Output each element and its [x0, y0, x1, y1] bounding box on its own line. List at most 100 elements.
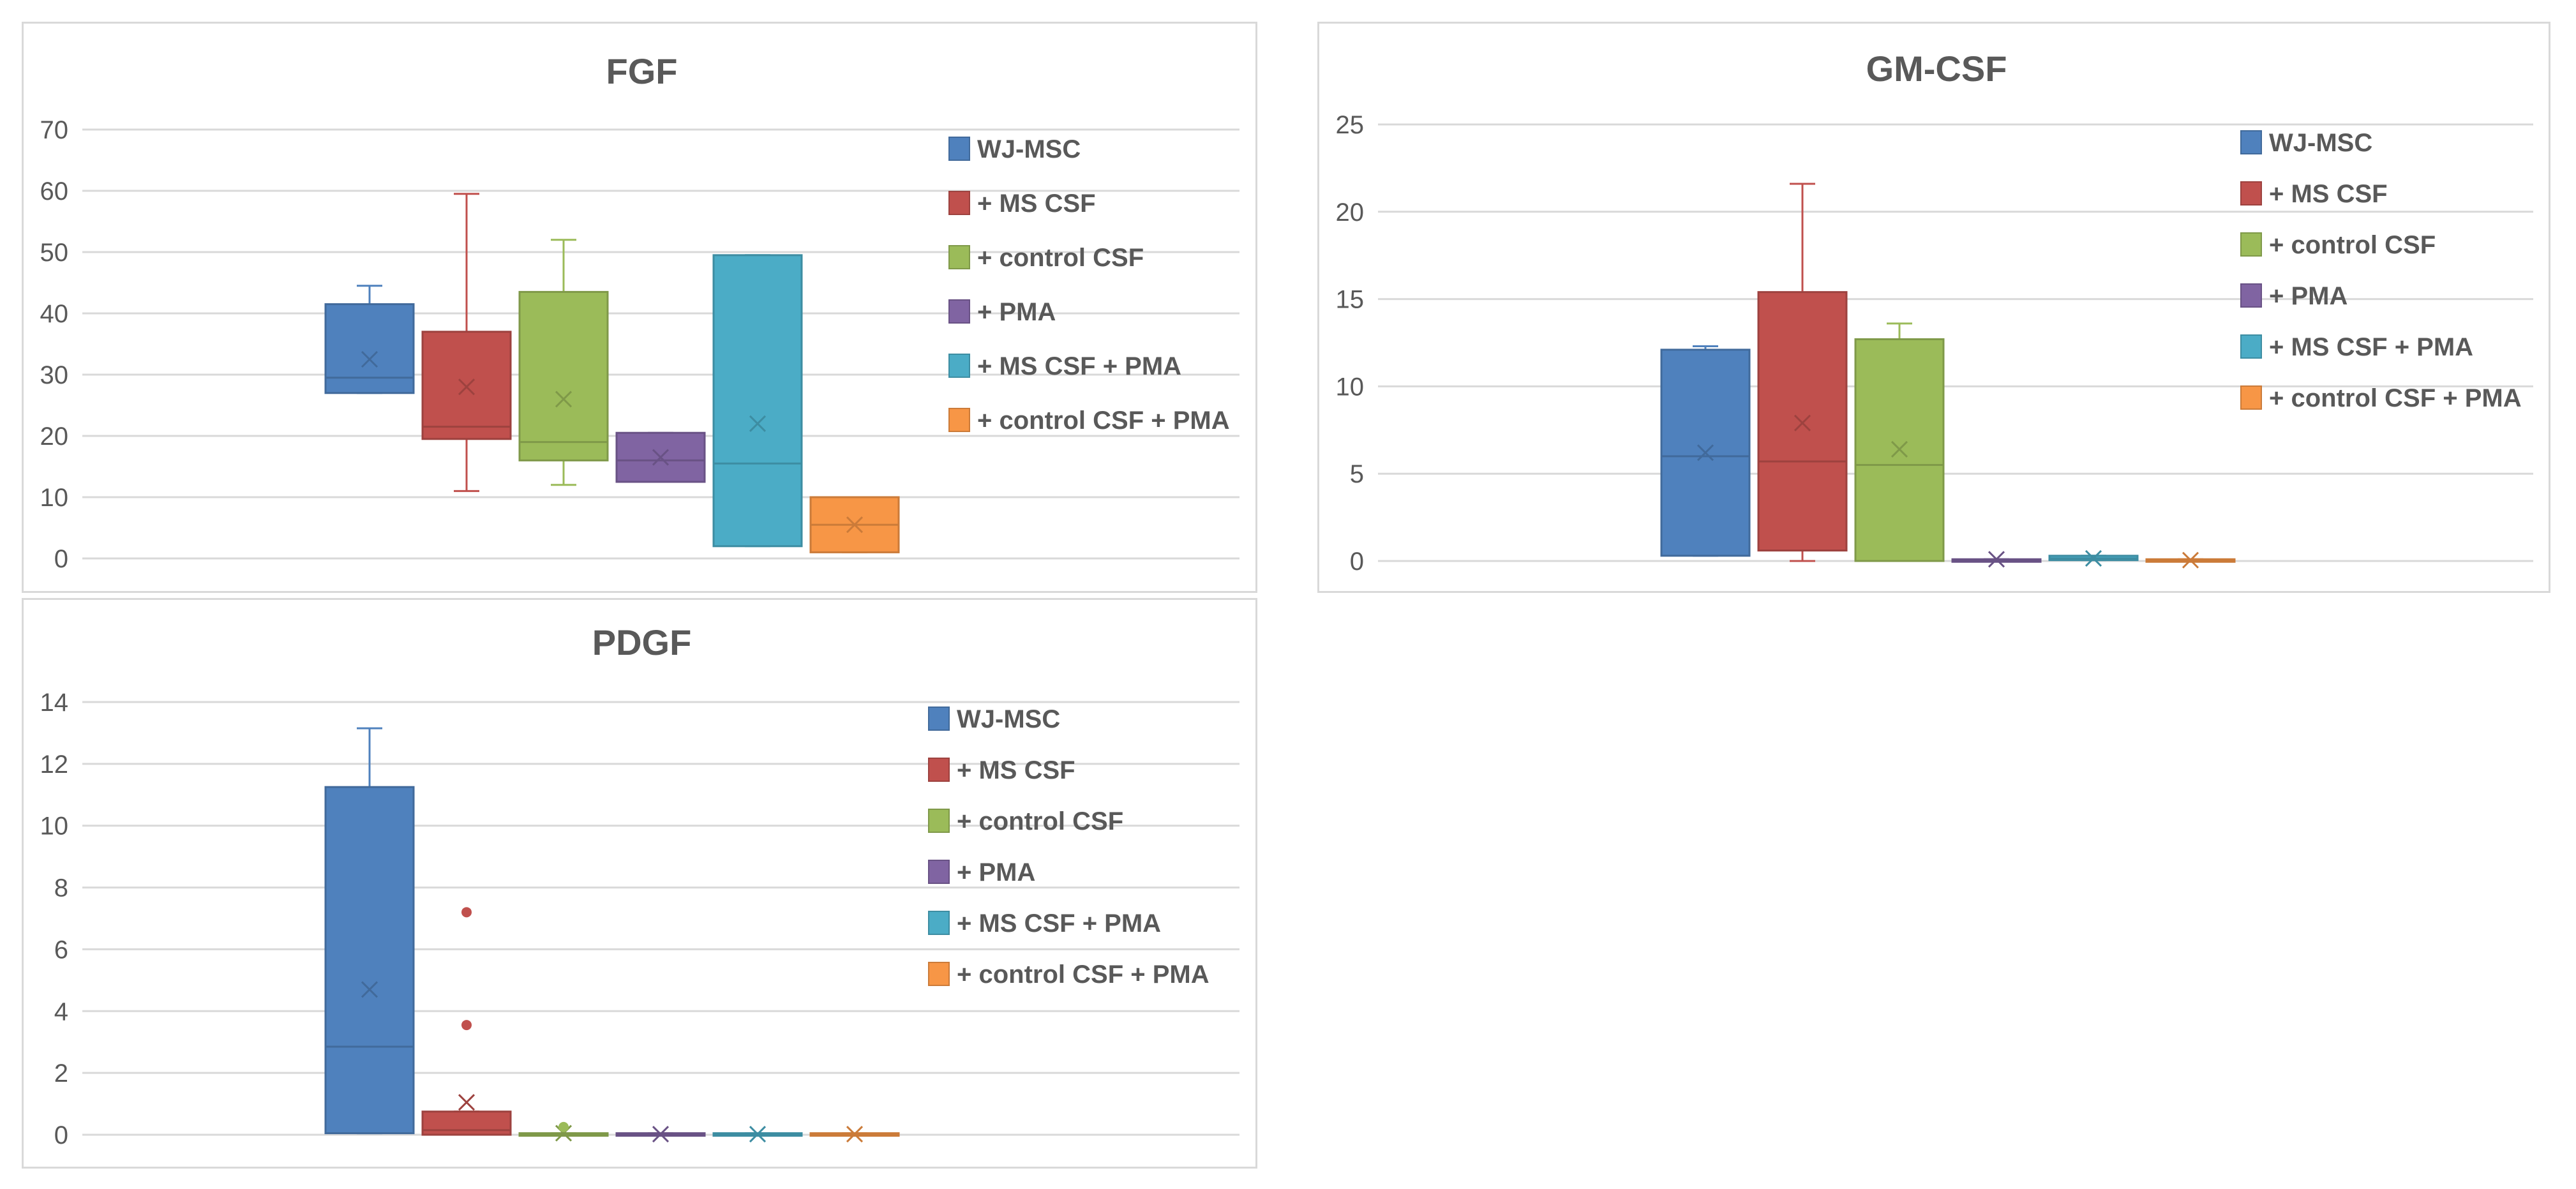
mean-marker: [749, 415, 767, 432]
y-tick-label: 10: [40, 484, 69, 512]
box-control-csf-pma: [809, 496, 900, 553]
legend-label: + PMA: [2269, 282, 2348, 310]
legend-label: + control CSF: [957, 807, 1123, 835]
legend-label: + control CSF + PMA: [2269, 384, 2522, 412]
mean-marker: [652, 449, 670, 466]
box-iqr: [518, 290, 609, 461]
box-wj-msc: [324, 727, 415, 1135]
box-iqr: [421, 331, 512, 440]
legend-swatch: [2240, 181, 2262, 206]
box-ms-csf-pma: [2048, 550, 2139, 567]
legend-swatch: [928, 962, 950, 986]
legend-swatch: [2240, 232, 2262, 257]
box-control-csf: [518, 1121, 609, 1142]
mean-marker: [458, 1094, 476, 1111]
chart-title: PDGF: [592, 622, 692, 662]
box-iqr: [712, 254, 803, 548]
outlier-point: [558, 1121, 569, 1132]
legend-swatch: [928, 860, 950, 884]
legend-swatch: [928, 758, 950, 782]
mean-marker: [749, 1125, 767, 1143]
fgf-chart-panel: FGF 0 10 20 30 40 50 60 70 WJ-MSC + MS CSF + contro…: [22, 22, 1257, 593]
legend-label: + PMA: [977, 298, 1056, 326]
legend-label: + MS CSF: [977, 190, 1096, 218]
mean-marker: [361, 981, 378, 998]
legend-label: WJ-MSC: [977, 135, 1081, 163]
y-tick-label: 15: [1336, 286, 1365, 314]
y-tick-label: 10: [1336, 373, 1365, 401]
y-tick-label: 10: [40, 812, 69, 841]
y-tick-label: 40: [40, 300, 69, 328]
legend-swatch: [2240, 130, 2262, 154]
box-wj-msc: [324, 285, 415, 394]
gm-csf-chart-panel: GM-CSF 0 5 10 15 20 25 WJ-MSC + MS CSF + control …: [1317, 22, 2550, 593]
legend-swatch: [948, 137, 970, 161]
y-tick-label: 60: [40, 177, 69, 206]
legend-label: + MS CSF + PMA: [957, 909, 1161, 938]
mean-marker: [1696, 444, 1714, 461]
box-ms-csf-pma: [712, 1125, 803, 1143]
mean-marker: [1891, 440, 1908, 458]
mean-marker: [1793, 414, 1811, 431]
legend-swatch: [2240, 283, 2262, 308]
box-pma: [1951, 551, 2042, 568]
legend-label: WJ-MSC: [2269, 129, 2372, 157]
legend-swatch: [948, 354, 970, 378]
mean-marker: [1988, 551, 2005, 568]
y-tick-label: 2: [54, 1059, 68, 1088]
legend-swatch: [2240, 334, 2262, 359]
legend-swatch: [948, 408, 970, 432]
legend-label: + control CSF: [977, 244, 1144, 272]
mean-marker: [846, 1125, 864, 1143]
y-tick-label: 0: [54, 1121, 68, 1149]
legend-label: + MS CSF + PMA: [977, 352, 1181, 380]
y-tick-label: 70: [40, 116, 69, 144]
box-control-csf-pma: [2145, 551, 2236, 569]
pdgf-chart: PDGF 0 2 4 6 8 10 12 14 WJ-MSC + MS CSF + control C…: [40, 622, 1239, 1149]
gm-csf-chart: GM-CSF 0 5 10 15 20 25 WJ-MSC + MS CSF + control …: [1336, 49, 2533, 576]
legend-label: WJ-MSC: [957, 705, 1060, 733]
y-tick-label: 0: [54, 545, 68, 573]
y-tick-label: 12: [40, 751, 69, 779]
mean-marker: [555, 1125, 573, 1142]
y-tick-label: 0: [1350, 548, 1364, 576]
box-ms-csf-pma: [712, 254, 803, 548]
y-tick-label: 30: [40, 361, 69, 389]
box-ms-csf: [421, 193, 512, 492]
pdgf-chart-panel: PDGF 0 2 4 6 8 10 12 14 WJ-MSC + MS CSF + control C…: [22, 598, 1257, 1169]
outlier-point: [461, 907, 472, 918]
box-iqr: [421, 1110, 512, 1136]
mean-marker: [361, 350, 378, 368]
mean-marker: [555, 391, 573, 408]
y-tick-label: 50: [40, 239, 69, 267]
box-pma: [615, 431, 706, 483]
legend-label: + MS CSF: [957, 756, 1075, 784]
box-iqr: [1660, 348, 1751, 557]
box-pma: [615, 1125, 706, 1143]
legend-label: + PMA: [957, 858, 1035, 886]
y-tick-label: 5: [1350, 460, 1364, 488]
y-tick-label: 20: [40, 423, 69, 451]
mean-marker: [2085, 550, 2102, 567]
legend-label: + control CSF: [2269, 231, 2436, 259]
y-tick-label: 25: [1336, 111, 1365, 139]
box-ms-csf: [421, 907, 512, 1136]
box-wj-msc: [1660, 345, 1751, 557]
y-tick-label: 14: [40, 689, 69, 717]
legend-swatch: [928, 809, 950, 833]
box-iqr: [324, 303, 415, 394]
legend-swatch: [928, 707, 950, 731]
mean-marker: [2182, 551, 2199, 569]
box-iqr: [1757, 291, 1848, 552]
y-tick-label: 20: [1336, 198, 1365, 227]
y-tick-label: 8: [54, 874, 68, 902]
mean-marker: [652, 1125, 670, 1143]
box-control-csf: [1854, 322, 1945, 562]
outlier-point: [461, 1020, 472, 1031]
mean-marker: [846, 516, 864, 534]
chart-title: GM-CSF: [1866, 49, 2007, 89]
legend-swatch: [948, 191, 970, 215]
box-control-csf: [518, 239, 609, 486]
chart-title: FGF: [606, 51, 678, 91]
box-iqr: [324, 786, 415, 1135]
